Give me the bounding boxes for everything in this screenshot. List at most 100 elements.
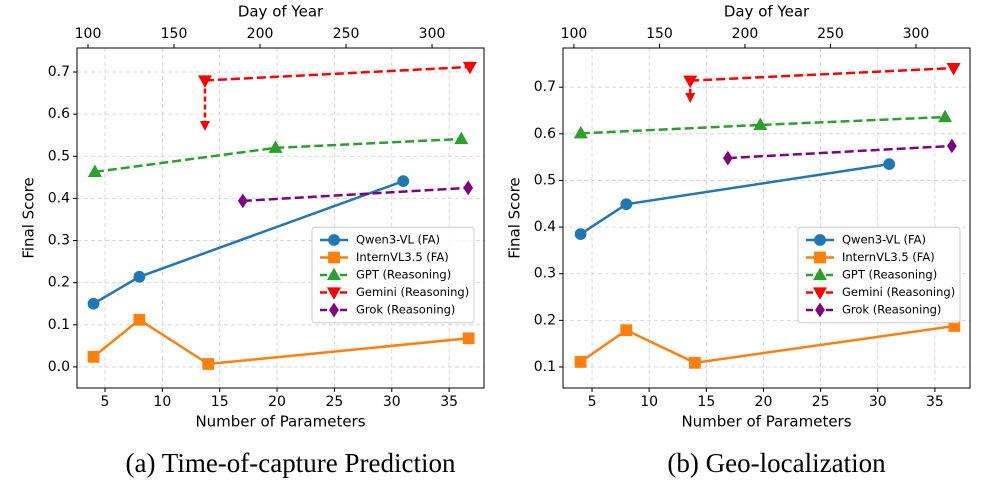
marker: [326, 267, 342, 281]
y-tick-label: 0.1: [48, 317, 70, 333]
series-line: [92, 318, 469, 366]
y-tick-label: 0.3: [48, 233, 70, 249]
marker: [938, 109, 953, 123]
marker: [133, 270, 146, 283]
x2-tick-label: 250: [333, 26, 360, 42]
x-tick-label: 35: [926, 394, 944, 410]
legend-label: Qwen3-VL (FA): [356, 233, 440, 247]
x-tick-label: 30: [869, 394, 887, 410]
marker: [946, 138, 957, 154]
x-tick-label: 10: [153, 394, 171, 410]
x2-tick-label: 150: [646, 26, 673, 42]
x2-tick-label: 200: [247, 26, 274, 42]
marker: [620, 198, 633, 211]
marker: [87, 164, 102, 177]
y-tick-label: 0.2: [48, 275, 70, 291]
x-axis-label: Number of Parameters: [681, 413, 851, 431]
x2-tick-label: 100: [561, 26, 588, 42]
x-tick-label: 5: [101, 394, 110, 410]
plot-area: [563, 48, 970, 388]
y-tick-label: 0.7: [534, 79, 556, 95]
legend-label: Gemini (Reasoning): [356, 285, 469, 299]
y-tick-label: 0.2: [534, 312, 556, 328]
arrow-head: [199, 120, 210, 131]
marker: [814, 234, 826, 246]
x-tick-label: 5: [588, 394, 597, 410]
marker: [574, 228, 587, 240]
marker: [688, 356, 701, 369]
series-line: [579, 324, 955, 365]
marker: [326, 287, 342, 300]
marker: [329, 302, 339, 318]
chart: 0.0 0.1 0.2 0.3 0.4 0.5 0.6 0.7 5 10 15 20 25 30 35 100…: [20, 3, 485, 478]
y-tick-label: 0.6: [48, 106, 70, 122]
marker: [462, 61, 477, 75]
marker: [397, 175, 410, 188]
legend-label: Grok (Reasoning): [356, 303, 455, 317]
y-tick-label: 0.5: [48, 148, 70, 164]
y-tick-label: 0.7: [48, 64, 70, 80]
marker: [454, 131, 469, 145]
series-line: [204, 65, 470, 82]
marker: [328, 234, 340, 246]
plot-area: [77, 48, 484, 388]
marker: [812, 267, 828, 281]
marker: [946, 62, 961, 76]
x-axis-label: Number of Parameters: [195, 413, 365, 431]
marker: [463, 180, 474, 196]
caption: (b) Geo-localization: [667, 448, 886, 478]
marker: [620, 324, 633, 337]
x-tick-label: 25: [812, 394, 830, 410]
marker: [462, 332, 475, 345]
marker: [722, 150, 733, 166]
y-tick-label: 0.5: [534, 172, 556, 188]
series-line: [580, 115, 946, 135]
x2-tick-label: 300: [419, 26, 446, 42]
marker: [815, 302, 825, 318]
x-tick-label: 15: [211, 394, 229, 410]
caption: (a) Time-of-capture Prediction: [126, 448, 456, 478]
chart: 0.1 0.2 0.3 0.4 0.5 0.6 0.7 5 10 15 20 25 30 35 100 150…: [506, 3, 971, 478]
y-tick-label: 0.4: [534, 219, 556, 235]
legend-label: InternVL3.5 (FA): [356, 250, 449, 264]
marker: [883, 158, 896, 171]
marker: [237, 193, 248, 209]
x-tick-label: 30: [383, 394, 401, 410]
x-tick-label: 10: [640, 394, 658, 410]
legend-box: [797, 226, 961, 324]
y-tick-label: 0.0: [48, 359, 70, 375]
marker: [87, 297, 100, 310]
series-line: [727, 144, 952, 160]
x-tick-label: 15: [697, 394, 715, 410]
legend: Qwen3-VL (FA) InternVL3.5 (FA) GPT (Reason…: [797, 226, 961, 324]
x2-tick-label: 150: [161, 26, 188, 42]
x2-tick-label: 250: [817, 26, 844, 42]
x-tick-label: 20: [755, 394, 773, 410]
legend-label: GPT (Reasoning): [356, 268, 451, 282]
x2-tick-label: 200: [732, 26, 759, 42]
marker: [814, 251, 826, 264]
marker: [87, 350, 100, 363]
y-tick-label: 0.4: [48, 190, 70, 206]
marker: [573, 125, 588, 139]
axes-frame: [562, 47, 971, 389]
legend-label: Gemini (Reasoning): [842, 285, 955, 299]
y-tick-label: 0.1: [534, 359, 556, 375]
marker: [133, 313, 146, 326]
series-line: [690, 66, 954, 82]
legend-label: Grok (Reasoning): [842, 303, 941, 317]
y-axis-label: Final Score: [20, 177, 38, 258]
arrow-head: [685, 93, 696, 104]
x2-axis-label: Day of Year: [238, 3, 324, 21]
axes-frame: [76, 47, 485, 389]
x2-tick-label: 300: [903, 26, 930, 42]
legend-label: GPT (Reasoning): [842, 268, 937, 282]
y-tick-label: 0.6: [534, 126, 556, 142]
marker: [268, 140, 283, 153]
x2-tick-label: 100: [75, 26, 102, 42]
legend: Qwen3-VL (FA) InternVL3.5 (FA) GPT (Reason…: [311, 226, 475, 324]
legend-label: Qwen3-VL (FA): [842, 233, 926, 247]
x-tick-label: 20: [268, 394, 286, 410]
